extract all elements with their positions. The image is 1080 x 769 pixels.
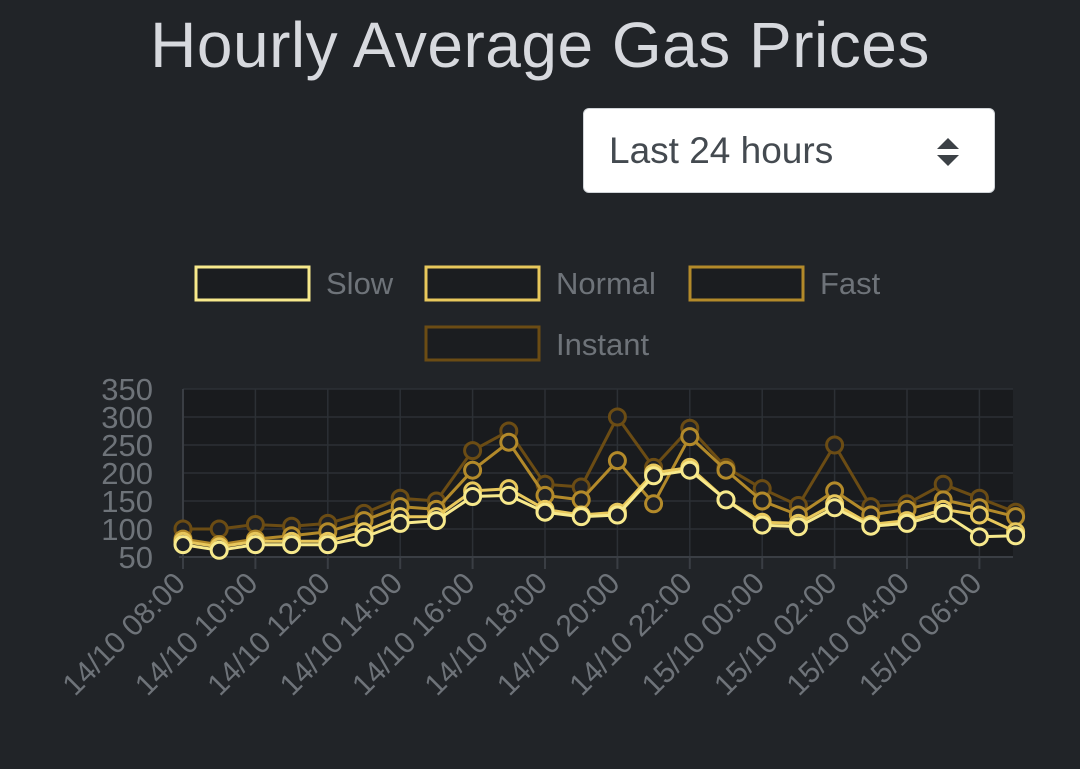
y-tick-label: 300 [101,400,153,435]
data-point-slow [535,502,555,522]
data-point-slow [933,503,953,523]
legend-swatch-instant [424,325,541,362]
data-point-slow [716,490,736,510]
legend-swatch-normal [424,265,541,302]
data-point-slow [354,527,374,547]
data-point-slow [1006,526,1026,546]
legend: Slow Normal Fast Instant [194,265,881,362]
data-point-slow [680,460,700,480]
gas-price-chart: Slow Normal Fast Instant 501001502002503003… [57,265,1026,702]
data-point-instant [933,474,953,494]
data-point-fast [644,494,664,514]
y-tick-label: 50 [119,540,153,575]
data-point-fast [463,460,483,480]
data-point-instant [463,441,483,461]
y-tick-label: 150 [101,484,153,519]
data-point-fast [607,451,627,471]
data-point-slow [644,466,664,486]
data-point-slow [861,516,881,536]
data-point-fast [571,490,591,510]
data-point-fast [680,427,700,447]
data-point-slow [897,513,917,533]
data-point-slow [499,485,519,505]
data-point-slow [607,505,627,525]
data-point-fast [499,432,519,452]
data-point-slow [463,487,483,507]
data-point-slow [282,535,302,555]
y-tick-label: 350 [101,372,153,407]
data-point-slow [788,517,808,537]
sort-arrows-icon [937,138,959,166]
legend-label-normal: Normal [556,266,656,301]
data-point-instant [825,435,845,455]
data-point-slow [752,515,772,535]
data-point-slow [426,511,446,531]
page-title: Hourly Average Gas Prices [150,9,930,81]
data-point-slow [825,498,845,518]
legend-swatch-fast [688,265,805,302]
data-point-fast [1006,507,1026,527]
legend-swatch-slow [194,265,311,302]
data-point-fast [752,491,772,511]
series-layer [173,407,1026,560]
legend-label-instant: Instant [556,327,649,362]
legend-label-slow: Slow [326,266,394,301]
data-point-instant [209,519,229,539]
data-point-fast [716,460,736,480]
y-tick-label: 250 [101,428,153,463]
legend-label-fast: Fast [820,266,881,301]
data-point-slow [969,527,989,547]
data-point-slow [318,535,338,555]
time-range-select[interactable]: Last 24 hours [583,108,995,193]
y-tick-label: 200 [101,456,153,491]
data-point-slow [571,507,591,527]
data-point-slow [390,513,410,533]
data-point-slow [245,535,265,555]
data-point-instant [607,407,627,427]
y-tick-label: 100 [101,512,153,547]
data-point-normal [969,505,989,525]
time-range-value: Last 24 hours [609,129,834,171]
data-point-slow [209,540,229,560]
data-point-slow [173,535,193,555]
